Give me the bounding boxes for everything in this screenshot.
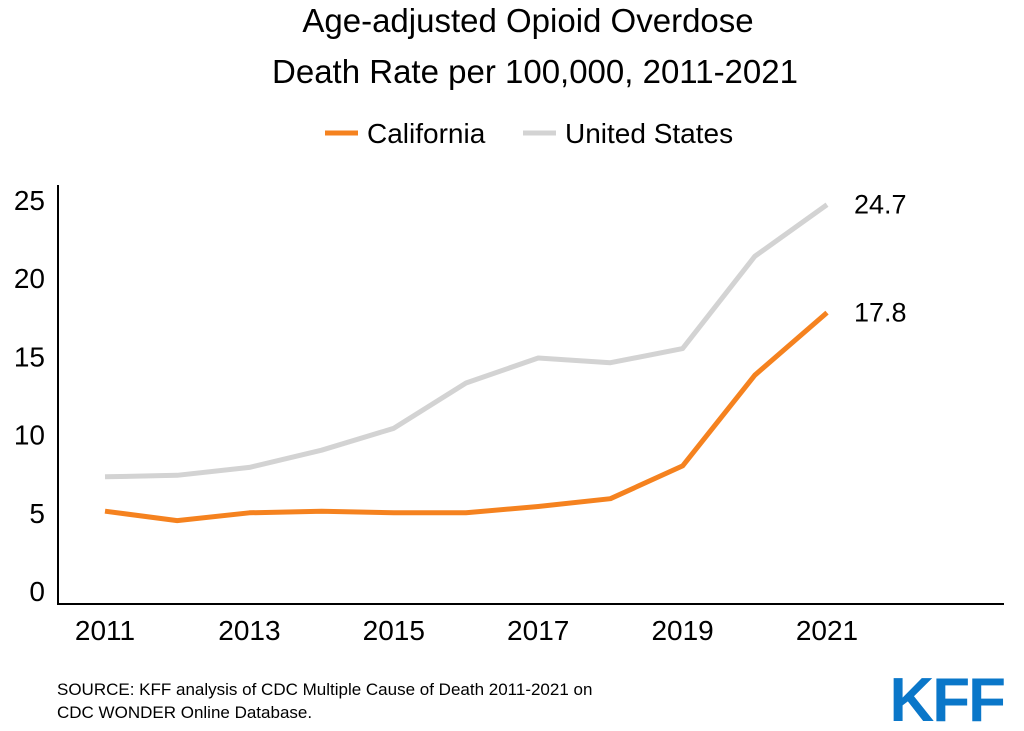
x-tick-label-2019: 2019 [651,615,713,646]
chart-title-line-2: Death Rate per 100,000, 2011-2021 [272,53,798,90]
end-label-united-states: 24.7 [854,190,907,220]
series-lines [104,202,829,524]
series-line-united-states [104,202,829,480]
x-tick-label-2017: 2017 [507,615,569,646]
series-line-california [104,310,829,524]
x-tick-labels: 2011 2013 2015 2017 2019 2021 [75,615,858,646]
y-tick-label-5: 5 [29,498,45,529]
y-tick-label-20: 20 [14,263,45,294]
x-tick-label-2021: 2021 [796,615,858,646]
kff-logo: KFF [889,666,1004,731]
source-line-2: CDC WONDER Online Database. [57,703,312,722]
x-tick-label-2015: 2015 [363,615,425,646]
legend-label-california: California [367,118,486,149]
y-tick-label-10: 10 [14,420,45,451]
legend: California United States [325,118,733,149]
x-tick-label-2013: 2013 [218,615,280,646]
y-tick-labels: 0 5 10 15 20 25 [14,185,45,607]
end-label-california: 17.8 [854,298,907,328]
chart-title-line-1: Age-adjusted Opioid Overdose [302,2,753,39]
y-tick-label-25: 25 [14,185,45,216]
source-line-1: SOURCE: KFF analysis of CDC Multiple Cau… [57,680,592,699]
legend-label-united-states: United States [565,118,733,149]
x-tick-label-2011: 2011 [75,615,135,646]
end-labels: 24.7 17.8 [854,190,907,328]
y-tick-label-15: 15 [14,341,45,372]
y-tick-label-0: 0 [29,576,45,607]
